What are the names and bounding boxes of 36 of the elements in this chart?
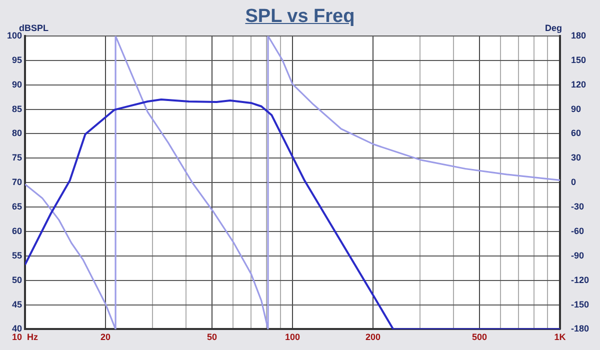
y-tick-label: 55 — [12, 250, 22, 260]
y-tick-label: 80 — [12, 128, 22, 138]
chart-title: SPL vs Freq — [245, 6, 355, 27]
y-tick-label: 75 — [12, 152, 22, 163]
y-tick-label: 95 — [12, 54, 22, 65]
y2-tick-label: -150 — [570, 299, 589, 310]
x-tick-label: 1K — [554, 332, 566, 342]
y-tick-label: 85 — [12, 104, 22, 114]
y-tick-label: 100 — [6, 30, 22, 40]
y2-tick-label: -30 — [570, 202, 584, 212]
y2-tick-label: -120 — [570, 274, 589, 285]
x-tick-label: 500 — [472, 332, 487, 342]
y-tick-label: 50 — [12, 274, 22, 285]
y-tick-label: 45 — [12, 299, 22, 310]
y2-tick-label: 180 — [570, 30, 586, 40]
x-tick-label: 200 — [366, 332, 381, 342]
y2-tick-label: -60 — [570, 226, 584, 236]
y-axis-title: dBSPL — [19, 22, 50, 33]
y-tick-label: 70 — [12, 177, 22, 188]
y2-tick-label: -180 — [570, 324, 589, 334]
y2-tick-label: 0 — [570, 177, 576, 188]
x-tick-label: 100 — [284, 332, 300, 342]
x-tick-label: 10 Hz — [12, 332, 39, 342]
y-tick-label: 90 — [12, 79, 22, 90]
x-tick-label: 20 — [100, 332, 111, 342]
y-tick-label: 65 — [12, 202, 22, 212]
y2-tick-label: 30 — [570, 152, 581, 163]
x-tick-label: 50 — [206, 332, 217, 342]
y-tick-label: 60 — [12, 226, 22, 236]
y2-tick-label: -90 — [570, 250, 584, 260]
y2-tick-label: 60 — [570, 128, 581, 138]
y2-tick-label: 150 — [570, 54, 586, 65]
y-tick-label: 40 — [12, 324, 22, 334]
y2-axis-title: Deg — [544, 22, 562, 33]
y2-tick-label: 90 — [570, 104, 581, 114]
y2-tick-label: 120 — [570, 79, 586, 90]
